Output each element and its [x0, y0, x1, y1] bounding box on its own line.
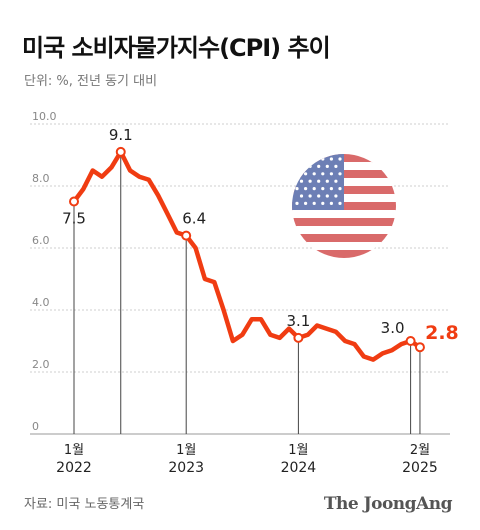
x-tick-year: 2025 [402, 460, 438, 476]
x-tick-month: 2월 [410, 443, 430, 458]
x-tick-month: 1월 [176, 443, 196, 458]
source-note: 자료: 미국 노동통계국 [24, 497, 145, 512]
point-marker [181, 230, 192, 241]
x-tick-month: 1월 [288, 443, 308, 458]
data-label: 6.4 [182, 210, 206, 228]
x-tick-labels: 1월 2022 1월 2023 1월 2024 2월 2025 [56, 443, 438, 476]
grid-lines [30, 123, 450, 435]
point-marker [115, 146, 126, 157]
x-tick-year: 2023 [168, 460, 204, 476]
point-markers [69, 146, 425, 353]
data-label: 3.1 [286, 312, 310, 330]
y-tick-label: 0 [32, 420, 39, 433]
x-tick-year: 2024 [281, 460, 317, 476]
y-tick-labels: 0 2.0 4.0 6.0 8.0 10.0 [32, 110, 57, 433]
brand-logo: The JoongAng [323, 494, 453, 514]
y-tick-label: 6.0 [32, 234, 50, 247]
x-tick-year: 2022 [56, 460, 92, 476]
data-label: 2.8 [425, 322, 459, 344]
x-tick-month: 1월 [64, 443, 84, 458]
page-title: 미국 소비자물가지수(CPI) 추이 [22, 34, 331, 62]
point-marker [69, 196, 79, 207]
y-tick-label: 4.0 [32, 296, 50, 309]
cpi-series-line [71, 149, 423, 362]
data-label: 3.0 [381, 319, 405, 337]
y-tick-label: 2.0 [32, 358, 50, 371]
data-label: 7.5 [62, 210, 86, 228]
point-marker [414, 342, 425, 353]
chart-subtitle: 단위: %, 전년 동기 대비 [24, 74, 158, 89]
data-label: 9.1 [109, 126, 133, 144]
data-labels: 7.5 9.1 6.4 3.1 3.0 2.8 [62, 126, 459, 344]
point-marker [405, 336, 416, 346]
guide-lines [73, 151, 421, 434]
y-tick-label: 10.0 [32, 110, 57, 123]
us-flag-icon [292, 154, 396, 258]
y-tick-label: 8.0 [32, 172, 50, 185]
point-marker [293, 332, 304, 343]
